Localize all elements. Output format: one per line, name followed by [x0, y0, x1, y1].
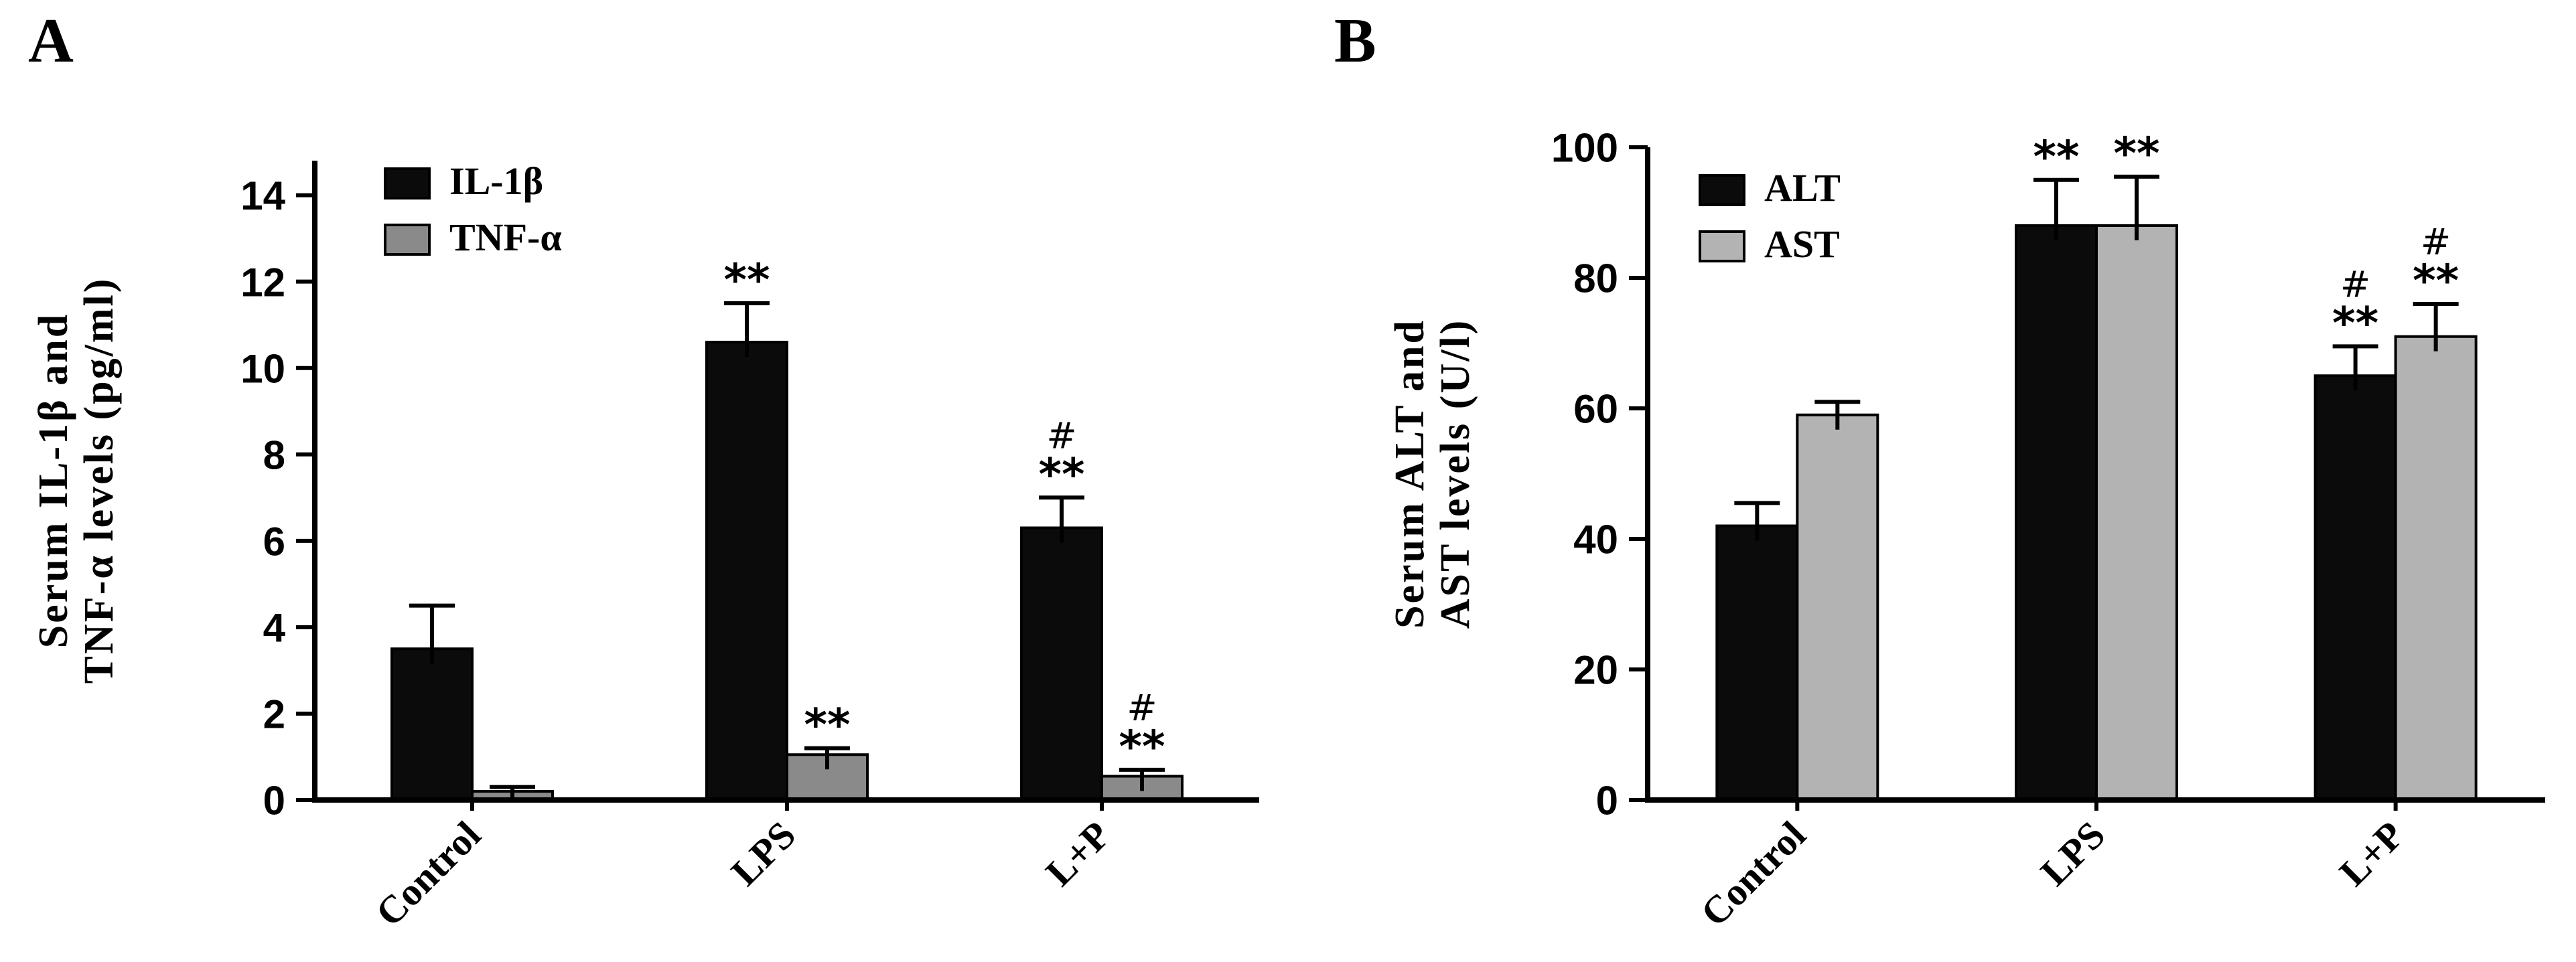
legend-swatch	[384, 224, 431, 256]
panel-a-label: A	[28, 6, 74, 76]
legend-label: TNF-α	[449, 216, 562, 259]
y-tick-label: 20	[1573, 648, 1618, 693]
significance-annotation: **	[804, 700, 850, 751]
y-tick-label: 100	[1551, 126, 1618, 171]
y-tick-label: 2	[263, 692, 285, 737]
bar	[2015, 224, 2098, 800]
legend-label: IL-1β	[449, 159, 543, 203]
significance-annotation: #	[1046, 414, 1076, 457]
y-tick-label: 4	[263, 605, 286, 650]
category-label: LPS	[2032, 813, 2113, 894]
significance-annotation: **	[1038, 449, 1084, 500]
legend-swatch	[384, 167, 431, 199]
category-label: L+P	[1037, 813, 1119, 894]
category-label: LPS	[723, 813, 804, 894]
y-tick-label: 0	[1596, 779, 1618, 823]
y-tick-label: 14	[240, 173, 285, 218]
y-tick-label: 6	[263, 519, 285, 564]
y-tick-label: 8	[263, 432, 285, 477]
significance-annotation: **	[2332, 297, 2378, 349]
legend-swatch	[1699, 230, 1745, 262]
legend-swatch	[1699, 174, 1745, 206]
bar	[1715, 524, 1799, 800]
y-tick-label: 60	[1573, 387, 1618, 432]
legend-label: AST	[1764, 222, 1840, 266]
y-tick-label: 80	[1573, 256, 1618, 301]
significance-annotation: **	[1119, 721, 1165, 773]
significance-annotation: **	[2113, 128, 2159, 179]
significance-annotation: #	[2421, 221, 2451, 263]
y-tick-label: 0	[263, 779, 285, 823]
y-axis-label: TNF-α levels (pg/ml)	[76, 277, 122, 684]
legend-label: ALT	[1764, 166, 1841, 210]
category-label: L+P	[2331, 813, 2413, 894]
y-tick-label: 40	[1573, 517, 1618, 562]
significance-annotation: **	[723, 254, 770, 306]
bar	[390, 647, 474, 800]
bar	[2095, 224, 2178, 800]
panel-b-chart: 0 20 40 60 80 100 Serum ALT and AST levels (U/l…	[1387, 126, 2545, 935]
bar	[1020, 526, 1103, 800]
significance-annotation: #	[1127, 687, 1157, 729]
category-label: Control	[367, 813, 489, 935]
y-axis-label: AST levels (U/l)	[1433, 319, 1478, 629]
y-axis-label: Serum ALT and	[1387, 319, 1433, 629]
significance-annotation: **	[2413, 255, 2459, 307]
significance-annotation: #	[2340, 263, 2370, 305]
panel-b-label: B	[1334, 6, 1376, 76]
significance-annotation: **	[2033, 131, 2079, 183]
category-label: Control	[1693, 813, 1814, 935]
y-tick-label: 10	[240, 346, 285, 391]
bar	[2313, 374, 2397, 800]
bar	[705, 341, 788, 801]
bar	[1796, 413, 1879, 800]
bar	[2394, 335, 2478, 800]
panel-a-chart: 0 2 4 6 8 10 12 14 Serum IL-1β and TNF-α levels (…	[31, 159, 1259, 935]
y-axis-label: Serum IL-1β and	[31, 313, 76, 648]
y-tick-label: 12	[240, 260, 285, 305]
